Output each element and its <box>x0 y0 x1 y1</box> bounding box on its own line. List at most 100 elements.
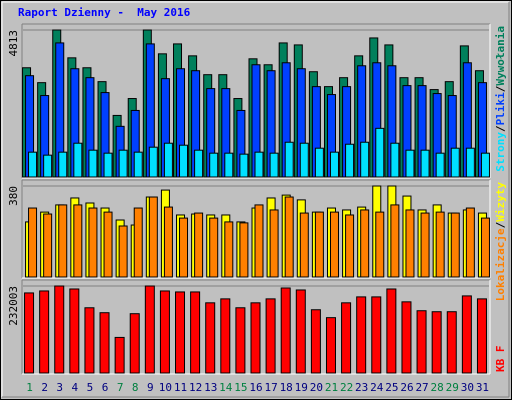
bar <box>254 151 264 178</box>
x-tick-label: 5 <box>87 381 94 394</box>
bar <box>224 152 234 178</box>
bar <box>144 285 155 374</box>
bar <box>325 317 336 374</box>
legend-entry: Wywołania <box>494 26 507 86</box>
bar <box>480 152 490 178</box>
bar <box>314 211 324 278</box>
bar <box>299 212 309 278</box>
bar <box>329 211 339 278</box>
bar <box>375 211 385 278</box>
y-tick-label: 380 <box>7 186 20 206</box>
bar <box>341 302 352 374</box>
bar <box>310 309 321 374</box>
bar <box>175 291 186 374</box>
bar <box>461 295 472 374</box>
bar <box>345 143 355 178</box>
bar <box>28 207 38 278</box>
bar <box>103 152 113 178</box>
bar <box>390 142 400 178</box>
x-tick-label: 7 <box>117 381 124 394</box>
legend-entry: Strony <box>494 132 507 172</box>
bar <box>465 207 475 278</box>
x-tick-label: 14 <box>219 381 233 394</box>
y-tick-label: 4813 <box>7 30 20 57</box>
bar <box>148 196 158 278</box>
bar <box>405 149 415 178</box>
bar <box>401 301 412 374</box>
bar <box>284 196 294 278</box>
x-tick-label: 16 <box>249 381 262 394</box>
bar <box>371 296 382 374</box>
x-tick-label: 28 <box>431 381 444 394</box>
bar <box>194 212 204 278</box>
bar <box>58 204 68 278</box>
bar <box>465 147 475 178</box>
chart-title: Raport Dzienny - May 2016 <box>18 6 191 19</box>
bar <box>386 288 397 374</box>
bar <box>43 154 53 178</box>
legend-entry: Lokalizacje <box>494 228 507 301</box>
bar <box>269 209 279 278</box>
bar <box>239 222 249 278</box>
bar <box>118 149 128 178</box>
bar <box>431 311 442 374</box>
x-tick-label: 21 <box>325 381 338 394</box>
bar <box>163 142 173 178</box>
bar <box>450 147 460 178</box>
bar <box>58 151 68 178</box>
bar <box>314 147 324 178</box>
legend: Lokalizacje/Wizyty <box>494 182 507 302</box>
bar <box>420 149 430 178</box>
legend: Strony/Pliki/Wywołania <box>494 26 507 172</box>
legend-entry: Pliki <box>494 92 507 125</box>
bar <box>295 289 306 374</box>
bar <box>405 209 415 278</box>
bar <box>250 302 261 374</box>
bar <box>179 217 189 278</box>
bar <box>114 336 125 374</box>
legend-separator: / <box>494 85 507 92</box>
bar <box>375 127 385 178</box>
x-tick-label: 2 <box>41 381 48 394</box>
x-tick-label: 10 <box>159 381 172 394</box>
bar <box>299 142 309 178</box>
bar <box>163 206 173 278</box>
bar <box>224 221 234 278</box>
bar <box>88 207 98 278</box>
x-tick-label: 27 <box>415 381 428 394</box>
bar <box>159 290 170 374</box>
x-tick-label: 30 <box>461 381 474 394</box>
x-tick-label: 4 <box>72 381 79 394</box>
x-tick-label: 12 <box>189 381 202 394</box>
bar <box>205 302 216 374</box>
bar <box>356 296 367 374</box>
bar <box>220 298 231 374</box>
bar <box>209 217 219 278</box>
bar <box>88 149 98 178</box>
x-tick-label: 29 <box>446 381 459 394</box>
bar <box>28 151 38 178</box>
x-tick-label: 15 <box>234 381 247 394</box>
legend-entry: Wizyty <box>494 182 507 222</box>
bar <box>24 292 35 374</box>
bar <box>446 311 457 374</box>
x-tick-label: 3 <box>56 381 63 394</box>
legend-entry: KB F <box>494 346 507 373</box>
x-tick-label: 1 <box>26 381 33 394</box>
bar <box>480 217 490 278</box>
bar <box>280 287 291 374</box>
x-tick-label: 6 <box>102 381 109 394</box>
bar <box>450 212 460 278</box>
bar <box>265 298 276 374</box>
x-tick-label: 19 <box>295 381 308 394</box>
bar <box>103 211 113 278</box>
x-tick-label: 20 <box>310 381 323 394</box>
bar <box>435 152 445 178</box>
bar <box>99 312 110 374</box>
bar <box>360 209 370 278</box>
bar <box>235 307 246 374</box>
bar <box>254 204 264 278</box>
bar <box>69 288 80 374</box>
bar <box>329 151 339 178</box>
